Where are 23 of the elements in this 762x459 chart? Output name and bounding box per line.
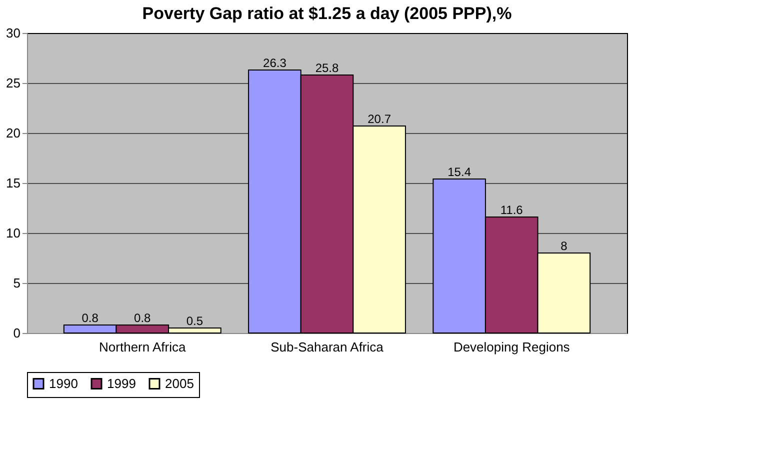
data-label: 26.3 [263,56,287,70]
y-tick-label: 10 [6,226,20,240]
data-label: 0.8 [134,311,152,325]
y-tick-label: 15 [6,176,20,190]
legend-label: 1990 [49,376,78,391]
chart-title: Poverty Gap ratio at $1.25 a day (2005 PPP),% [142,4,512,23]
y-tick-label: 25 [6,76,20,90]
x-tick-label: Northern Africa [99,340,187,354]
data-label: 15.4 [448,165,472,179]
data-label: 0.8 [82,311,99,325]
y-tick-label: 20 [6,126,20,140]
data-label: 8 [560,239,568,253]
x-tick-label: Developing Regions [453,340,570,354]
y-tick-label: 0 [13,326,20,340]
y-tick-label: 30 [6,26,20,40]
legend-label: 1999 [107,376,136,391]
data-label: 25.8 [315,61,339,75]
data-label: 0.5 [186,314,204,328]
x-tick-label: Sub-Saharan Africa [270,340,384,354]
y-tick-label: 5 [13,276,20,290]
legend-label: 2005 [165,376,194,391]
data-label: 20.7 [368,112,392,126]
data-label: 11.6 [500,203,524,217]
